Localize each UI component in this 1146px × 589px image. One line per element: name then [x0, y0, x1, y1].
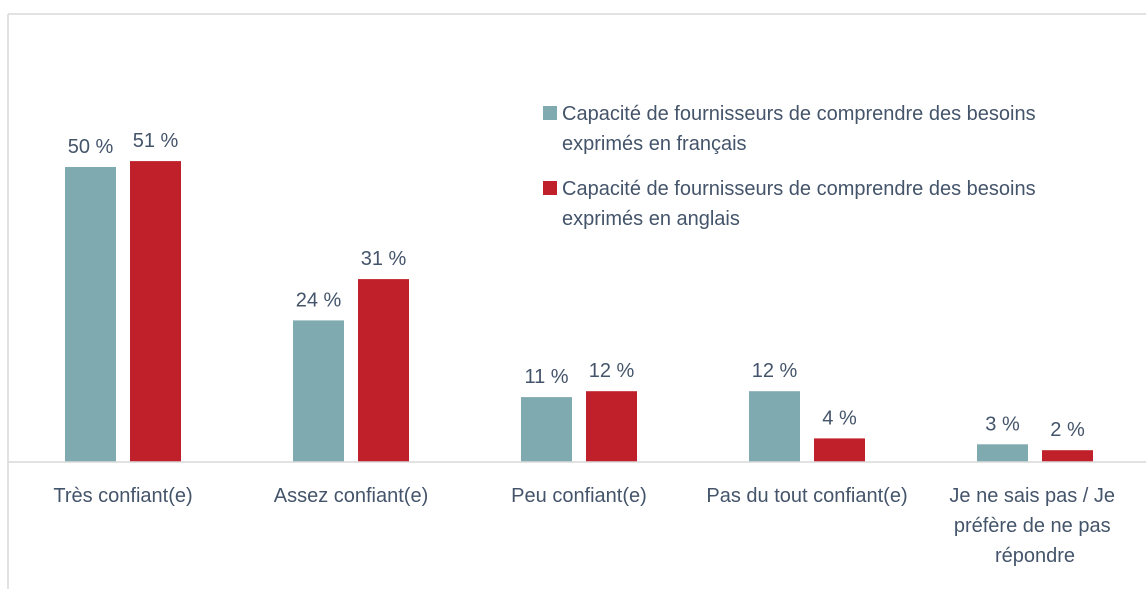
data-label: 12 %	[752, 360, 798, 382]
data-label: 12 %	[589, 360, 635, 382]
legend-swatch	[543, 181, 557, 195]
data-label: 51 %	[133, 130, 179, 152]
legend-label: Capacité de fournisseurs de comprendre d…	[562, 178, 1041, 230]
bar	[977, 444, 1028, 462]
data-label: 24 %	[296, 289, 342, 311]
x-tick-label: Très confiant(e)	[53, 485, 192, 507]
data-label: 4 %	[822, 407, 857, 429]
bar	[521, 397, 572, 462]
bar	[749, 391, 800, 462]
x-tick-label: Pas du tout confiant(e)	[706, 485, 907, 507]
bar	[293, 320, 344, 462]
data-label: 3 %	[985, 413, 1020, 435]
x-tick-label: Je ne sais pas / Je préfère de ne pas ré…	[949, 485, 1120, 567]
legend-label: Capacité de fournisseurs de comprendre d…	[562, 103, 1041, 155]
bar	[130, 161, 181, 462]
data-label: 50 %	[68, 136, 114, 158]
data-label: 2 %	[1050, 419, 1085, 441]
data-label: 31 %	[361, 248, 407, 270]
bar	[586, 391, 637, 462]
bar	[1042, 450, 1093, 462]
legend-swatch	[543, 106, 557, 120]
x-tick-label: Assez confiant(e)	[274, 485, 429, 507]
bar	[65, 167, 116, 462]
data-label: 11 %	[524, 366, 568, 388]
x-tick-label: Peu confiant(e)	[511, 485, 647, 507]
bar	[814, 438, 865, 462]
bar	[358, 279, 409, 462]
